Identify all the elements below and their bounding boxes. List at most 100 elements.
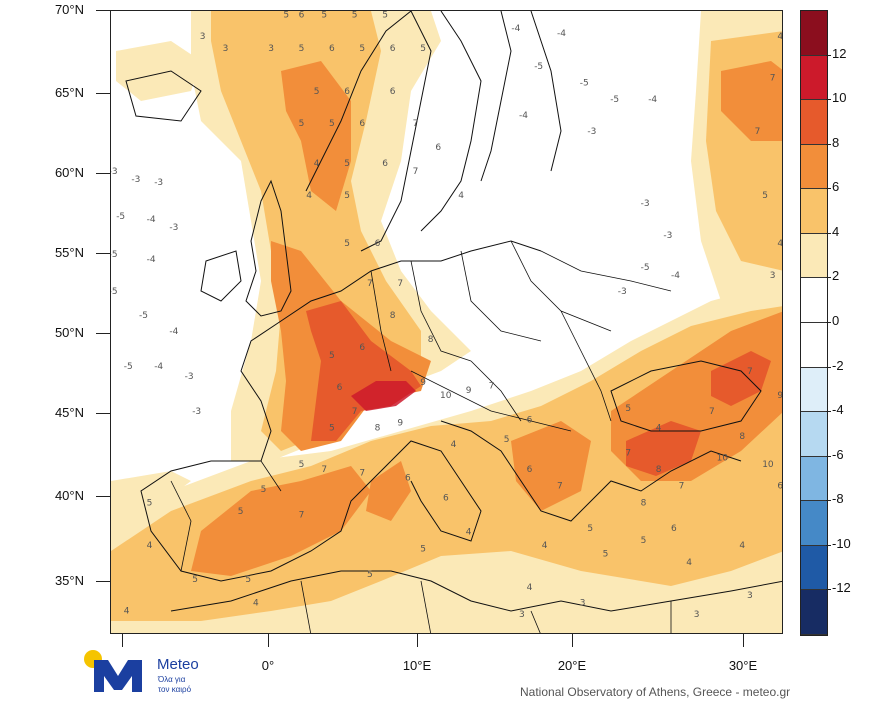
contour-label: -5	[139, 311, 148, 321]
longitude-tick	[122, 634, 123, 647]
contour-label: 7	[747, 367, 753, 377]
longitude-label: 30°E	[728, 658, 758, 673]
contour-label: 5	[299, 44, 305, 54]
contour-label: 3	[694, 610, 700, 620]
colorbar-tick	[826, 366, 831, 368]
contour-label: -4	[557, 29, 566, 39]
colorbar-label: -8	[832, 491, 844, 507]
colorbar-label: -10	[832, 535, 851, 551]
contour-label: 7	[709, 407, 715, 417]
contour-label: 6	[390, 87, 396, 97]
contour-label: 3	[519, 610, 525, 620]
colorbar-segment	[801, 55, 827, 101]
contour-label-layer: 3356555356565566556764567454-3-3-3-5-4-3…	[111, 11, 783, 620]
contour-label: 3	[747, 591, 753, 601]
colorbar-label: -12	[832, 580, 851, 596]
contour-label: 5	[420, 44, 426, 54]
longitude-label: 0°	[261, 658, 275, 673]
latitude-label: 45°N	[54, 405, 84, 420]
colorbar-label: -2	[832, 357, 844, 373]
contour-label: 9	[777, 391, 783, 401]
contour-label: 6	[359, 119, 365, 129]
colorbar-segment	[801, 323, 827, 368]
contour-label: 5	[192, 575, 198, 585]
contour-label: 5	[238, 507, 244, 517]
contour-label: 6	[299, 11, 305, 21]
coastline-layer	[125, 11, 782, 612]
contour-label: 5	[283, 11, 289, 21]
fill-2to4-west-iberia	[111, 471, 191, 531]
colorbar-label: 12	[832, 45, 847, 61]
latitude-tick	[96, 413, 110, 414]
latitude-label: 35°N	[54, 573, 84, 588]
colorbar-tick	[826, 232, 831, 234]
contour-label: 5	[329, 351, 335, 361]
colorbar-segment	[801, 100, 827, 145]
contour-label: 4	[527, 583, 533, 593]
logo-tagline-line1: Όλα για	[158, 675, 186, 684]
contour-label: -4	[511, 24, 520, 34]
contour-label: 4	[739, 541, 745, 551]
contour-label: 9	[466, 386, 472, 396]
contour-label: 6	[337, 383, 343, 393]
colorbar-segment	[801, 412, 827, 457]
contour-label: -3	[641, 199, 650, 209]
contour-label: 4	[306, 191, 312, 201]
contour-label: 6	[344, 87, 350, 97]
contour-label: 7	[755, 127, 761, 137]
contour-label: 5	[352, 11, 358, 21]
contour-label: 5	[762, 191, 768, 201]
fill-6to8-balkans	[511, 421, 591, 511]
contour-label: -4	[671, 271, 680, 281]
latitude-label: 60°N	[54, 165, 84, 180]
latitude-label: 40°N	[54, 488, 84, 503]
contour-label: 5	[344, 159, 350, 169]
contour-label: 5	[587, 524, 593, 534]
contour-label: 5	[147, 499, 153, 509]
latitude-tick	[96, 93, 110, 94]
contour-label: 8	[428, 335, 434, 345]
contour-label: 7	[625, 449, 631, 459]
longitude-tick	[417, 634, 418, 647]
contour-label: 3	[770, 271, 776, 281]
contour-label: -4	[648, 95, 657, 105]
contour-label: -4	[519, 111, 528, 121]
contour-label: 5	[625, 404, 631, 414]
contour-label: 8	[390, 311, 396, 321]
contour-label: 7	[679, 482, 685, 492]
contour-label: 5	[299, 460, 305, 470]
contour-label: 5	[329, 424, 335, 434]
colorbar-label: 0	[832, 313, 840, 328]
anomaly-fill-layer	[111, 11, 782, 633]
contour-label: 6	[435, 143, 441, 153]
contour-label: 5	[261, 485, 267, 495]
contour-label: 6	[671, 524, 677, 534]
contour-label: -5	[111, 250, 118, 260]
contour-label: -5	[124, 362, 133, 372]
contour-label: 6	[375, 239, 381, 249]
latitude-tick	[96, 333, 110, 334]
contour-label: 7	[413, 167, 419, 177]
colorbar-segment	[801, 590, 827, 635]
contour-label: -3	[587, 127, 596, 137]
contour-label: 6	[527, 415, 533, 425]
contour-label: 5	[504, 435, 510, 445]
contour-label: 4	[542, 541, 548, 551]
contour-label: 4	[124, 607, 130, 617]
contour-label: 6	[777, 482, 783, 492]
border-layer	[170, 240, 672, 633]
logo-m-icon	[94, 660, 142, 692]
contour-label: 6	[359, 343, 365, 353]
contour-label: -3	[154, 178, 163, 188]
contour-label: 7	[359, 468, 365, 478]
fill-6to8-italy	[366, 461, 411, 521]
colorbar-label: 10	[832, 90, 847, 106]
colorbar-segment	[801, 545, 827, 591]
latitude-label: 50°N	[54, 325, 84, 340]
latitude-tick	[96, 173, 110, 174]
contour-label: -3	[192, 407, 201, 417]
contour-label: 5	[344, 191, 350, 201]
colorbar-segment	[801, 501, 827, 546]
contour-label: -5	[610, 95, 619, 105]
colorbar-tick	[826, 411, 831, 413]
